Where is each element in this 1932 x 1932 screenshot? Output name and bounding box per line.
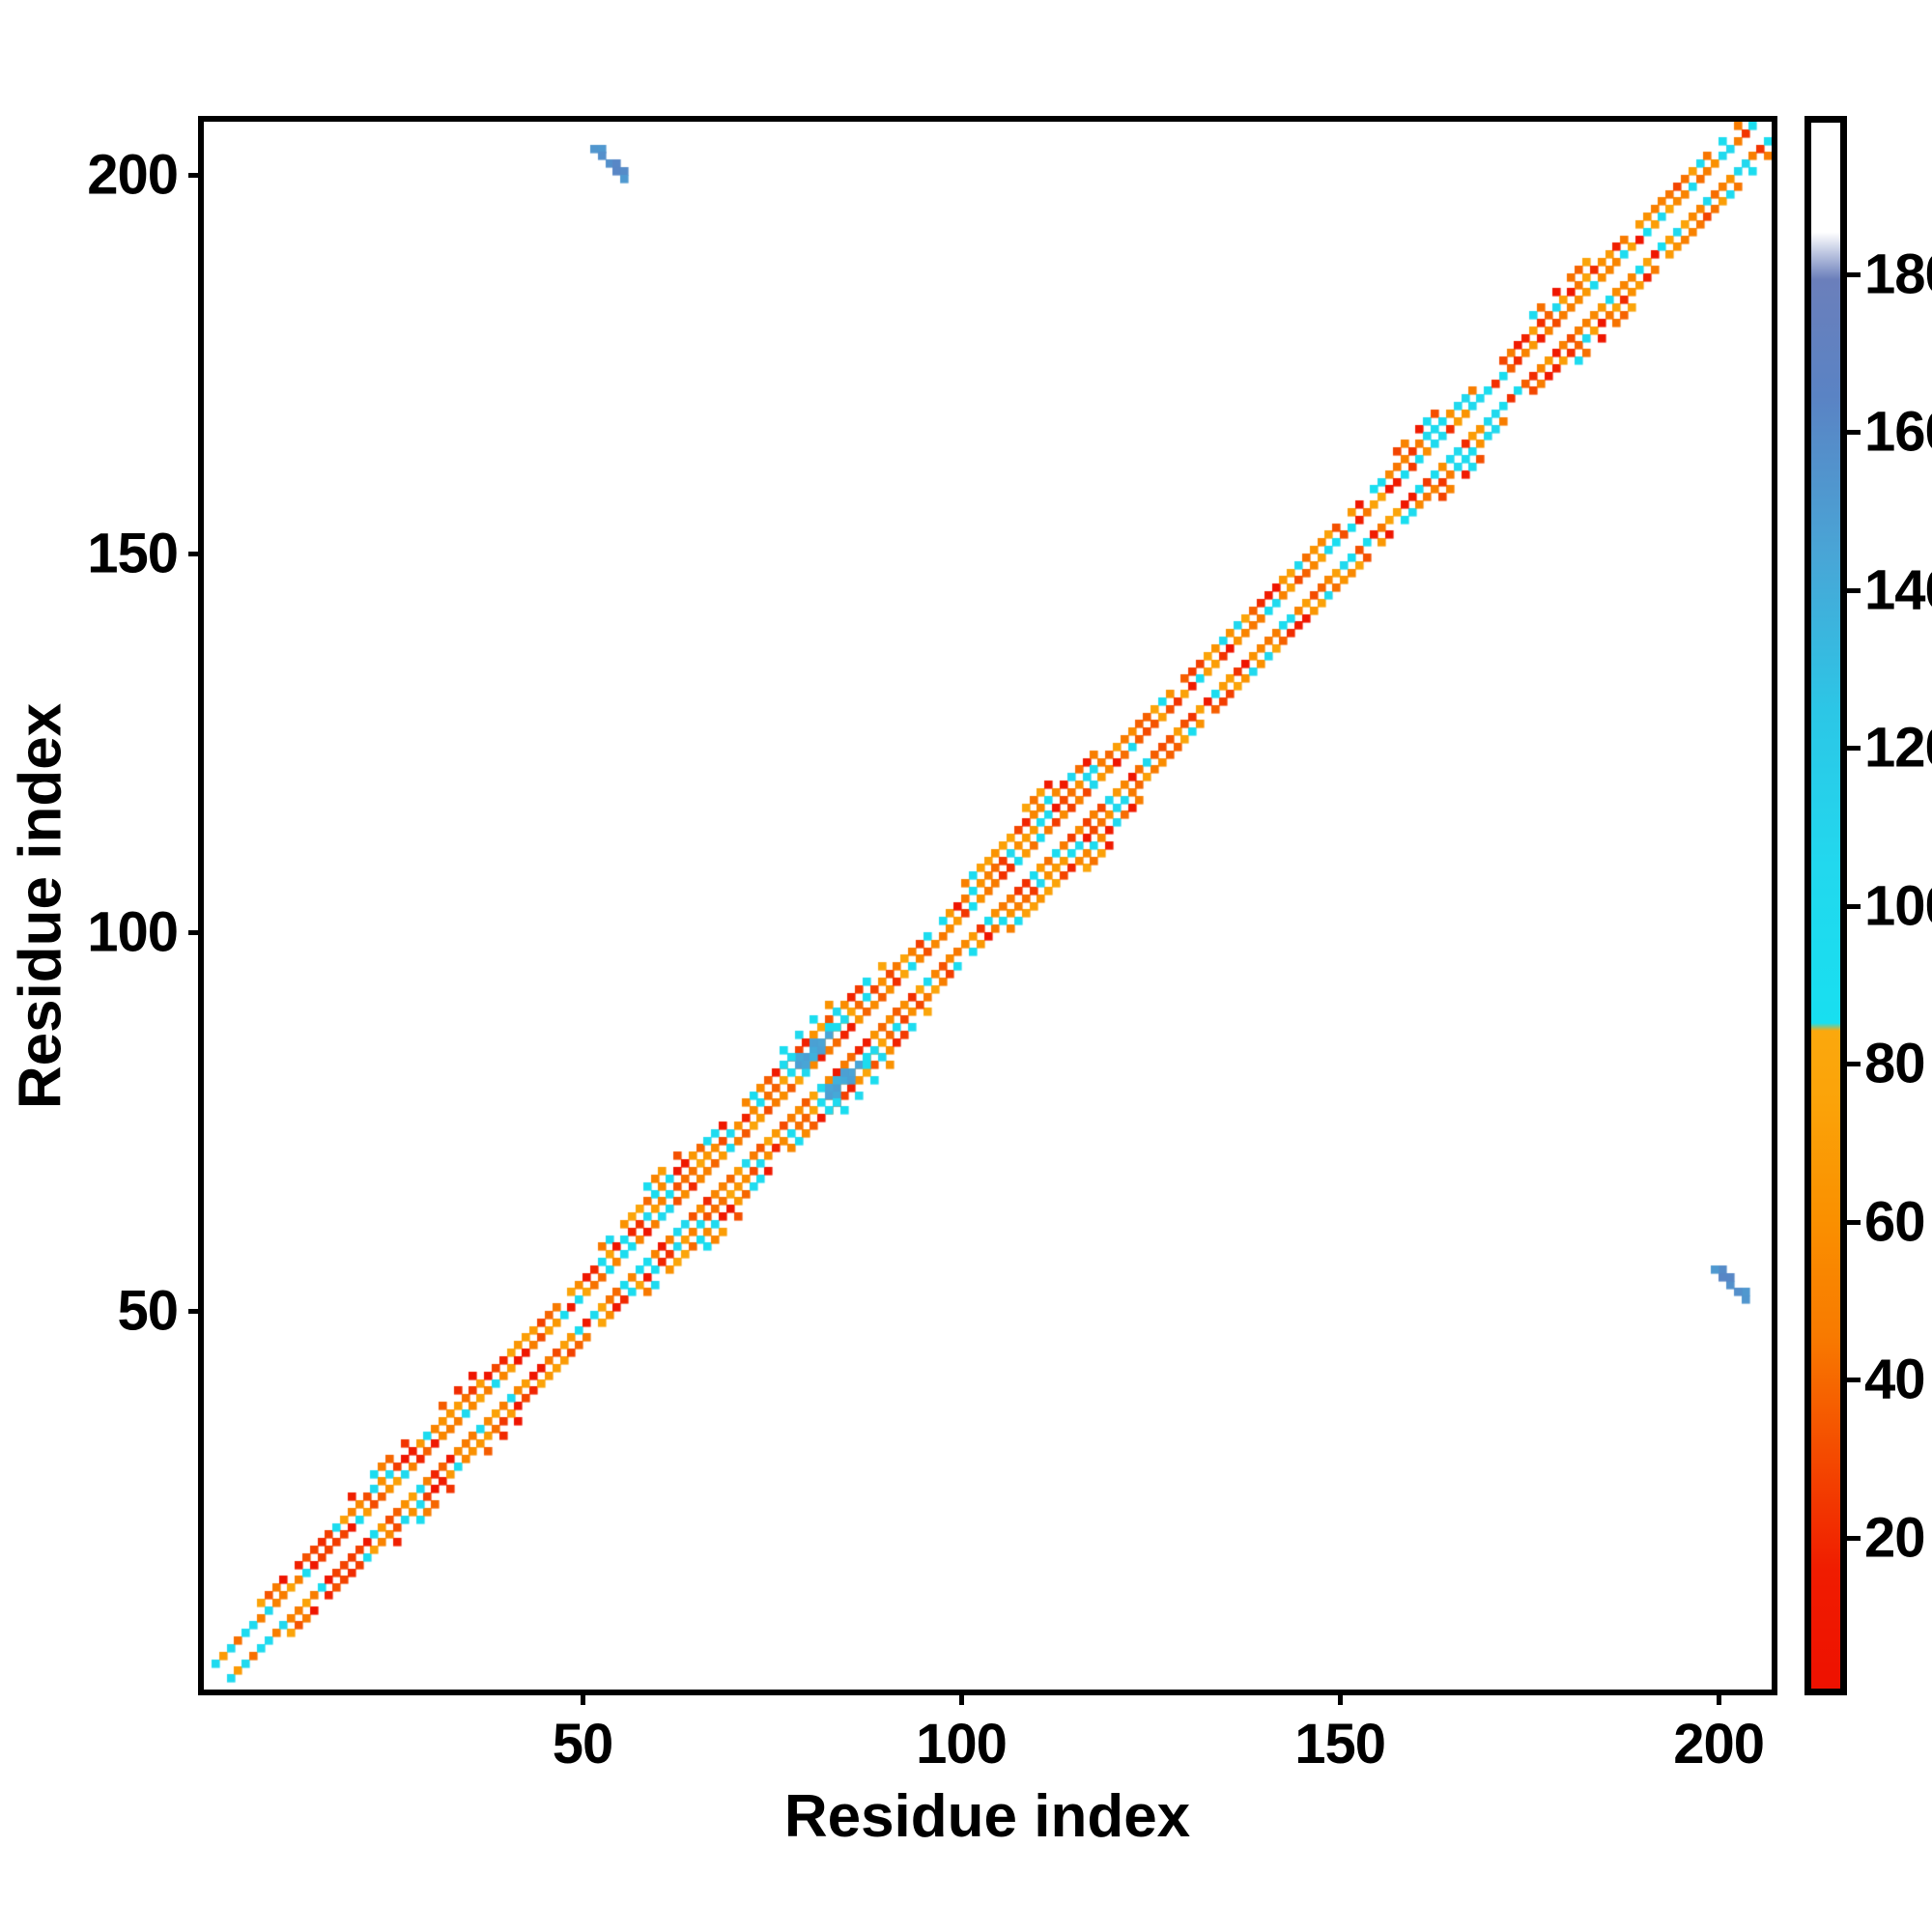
colorbar-tick-mark-140 (1847, 587, 1861, 593)
colorbar-tick-mark-40 (1847, 1378, 1861, 1382)
colorbar-tick-label-60: 60 (1864, 1190, 1926, 1253)
y-tick-label-100: 100 (87, 900, 179, 964)
x-axis-label: Residue index (783, 1783, 1191, 1850)
colorbar-tick-label-20: 20 (1864, 1506, 1926, 1569)
colorbar-tick-label-120: 120 (1864, 716, 1932, 780)
colorbar-tick-mark-160 (1847, 430, 1861, 435)
colorbar (1804, 116, 1847, 1695)
x-tick-label-100: 100 (916, 1713, 1008, 1776)
colorbar-tick-mark-100 (1847, 903, 1861, 909)
x-tick-label-50: 50 (552, 1713, 614, 1776)
x-tick-label-200: 200 (1673, 1713, 1765, 1776)
y-tick-label-150: 150 (87, 522, 179, 585)
colorbar-tick-label-180: 180 (1864, 242, 1932, 305)
contact-map-heatmap (204, 122, 1772, 1690)
x-tick-label-150: 150 (1294, 1713, 1386, 1776)
colorbar-tick-mark-60 (1847, 1219, 1861, 1225)
colorbar-tick-mark-120 (1847, 746, 1861, 751)
y-axis-label: Residue index (7, 702, 74, 1110)
x-tick-mark-150 (1338, 1690, 1344, 1705)
colorbar-tick-label-40: 40 (1864, 1348, 1926, 1411)
x-tick-mark-50 (581, 1690, 586, 1705)
colorbar-tick-label-140: 140 (1864, 558, 1932, 621)
colorbar-gradient (1804, 116, 1847, 1695)
colorbar-tick-label-160: 160 (1864, 400, 1932, 464)
plot-area (198, 116, 1777, 1695)
y-tick-mark-150 (188, 551, 204, 556)
y-tick-mark-50 (188, 1308, 204, 1314)
y-tick-label-200: 200 (87, 143, 179, 207)
colorbar-tick-mark-20 (1847, 1535, 1861, 1541)
colorbar-tick-mark-180 (1847, 271, 1861, 277)
colorbar-tick-label-80: 80 (1864, 1032, 1926, 1095)
y-tick-mark-100 (188, 929, 204, 935)
y-tick-label-50: 50 (117, 1279, 179, 1343)
x-tick-mark-100 (959, 1690, 965, 1705)
colorbar-tick-label-100: 100 (1864, 874, 1932, 937)
y-tick-mark-200 (188, 172, 204, 178)
colorbar-tick-mark-80 (1847, 1062, 1861, 1066)
x-tick-mark-200 (1717, 1690, 1722, 1705)
